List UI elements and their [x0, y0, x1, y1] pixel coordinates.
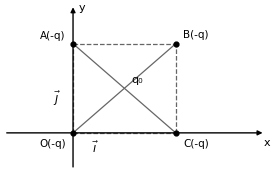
Text: B(-q): B(-q) [183, 30, 209, 40]
Text: q₀: q₀ [132, 75, 143, 85]
Text: $\vec{\imath}$: $\vec{\imath}$ [92, 141, 99, 156]
Text: y: y [79, 3, 85, 13]
Point [71, 42, 75, 45]
Point [174, 131, 178, 134]
Point [71, 131, 75, 134]
Text: x: x [264, 138, 271, 148]
Text: $\vec{\jmath}$: $\vec{\jmath}$ [54, 90, 62, 108]
Text: A(-q): A(-q) [40, 31, 66, 41]
Point [174, 42, 178, 45]
Text: C(-q): C(-q) [183, 139, 209, 149]
Text: O(-q): O(-q) [39, 139, 66, 149]
